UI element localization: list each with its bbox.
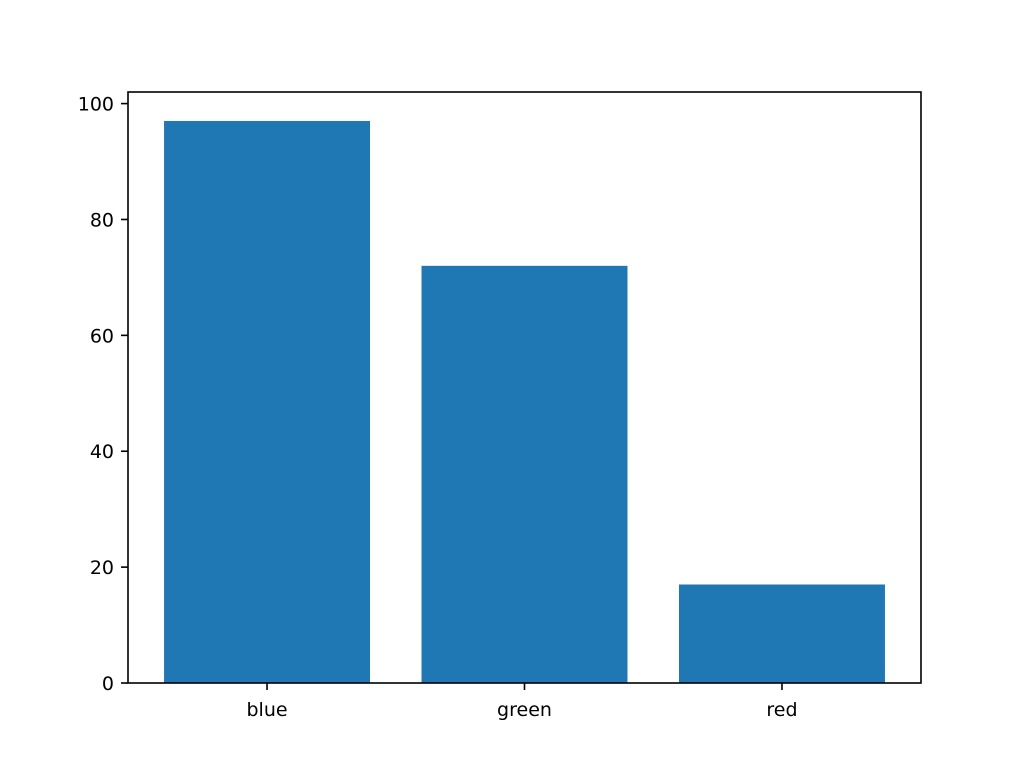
bars-layer	[164, 120, 885, 684]
y-tick-label: 0	[102, 673, 114, 695]
y-tick-label: 80	[90, 209, 114, 231]
bar-green	[421, 265, 628, 683]
bar-red	[678, 584, 885, 683]
x-axis: blue green red	[246, 683, 798, 721]
x-tick-label: red	[766, 699, 797, 721]
plot-frame	[127, 91, 922, 684]
x-tick-label: green	[497, 699, 552, 721]
x-tick-label: blue	[246, 699, 287, 721]
y-tick-label: 20	[90, 557, 114, 579]
y-axis: 0 20 40 60 80 100	[78, 94, 128, 695]
y-tick-label: 60	[90, 325, 114, 347]
bar-blue	[164, 120, 371, 684]
y-tick-label: 40	[90, 441, 114, 463]
y-tick-label: 100	[78, 94, 114, 116]
